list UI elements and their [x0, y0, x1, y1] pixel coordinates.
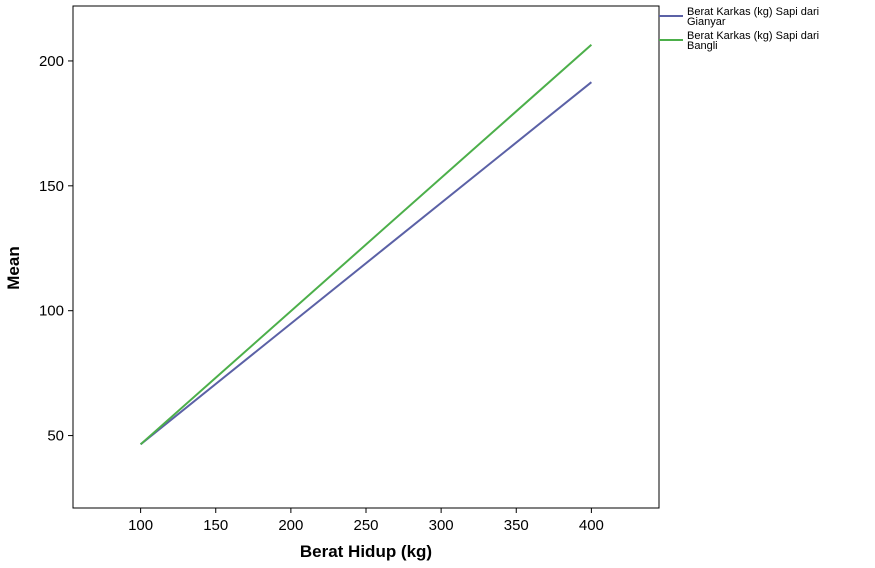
- x-axis-title: Berat Hidup (kg): [300, 542, 432, 561]
- x-axis-ticks: 100 150 200 250 300 350 400: [128, 508, 604, 534]
- legend-label-line: Bangli: [687, 40, 718, 52]
- legend-label-2: Berat Karkas (kg) Sapi dari Bangli: [687, 30, 819, 52]
- legend-label-line: Berat Karkas (kg) Sapi dari: [687, 6, 819, 18]
- y-tick-label: 100: [39, 303, 64, 320]
- x-tick-label: 250: [353, 517, 378, 534]
- x-tick-label: 100: [128, 517, 153, 534]
- legend: Berat Karkas (kg) Sapi dari GianyarBerat …: [659, 6, 819, 52]
- series-line-1: [139, 81, 593, 446]
- y-tick-label: 50: [47, 428, 64, 445]
- series-line-2: [139, 43, 593, 446]
- x-tick-label: 400: [579, 517, 604, 534]
- y-axis-title: Mean: [4, 246, 23, 289]
- x-tick-label: 150: [203, 517, 228, 534]
- x-tick-label: 200: [278, 517, 303, 534]
- plot-frame: [72, 5, 660, 509]
- y-tick-label: 150: [39, 178, 64, 195]
- y-axis-ticks: 50 100 150 200: [39, 53, 73, 445]
- legend-label-line: Gianyar: [687, 16, 726, 28]
- series-lines: [139, 43, 593, 446]
- legend-label-line: Berat Karkas (kg) Sapi dari: [687, 30, 819, 42]
- y-tick-label: 200: [39, 53, 64, 70]
- x-tick-label: 350: [504, 517, 529, 534]
- legend-label-1: Berat Karkas (kg) Sapi dari Gianyar: [687, 6, 819, 28]
- x-tick-label: 300: [429, 517, 454, 534]
